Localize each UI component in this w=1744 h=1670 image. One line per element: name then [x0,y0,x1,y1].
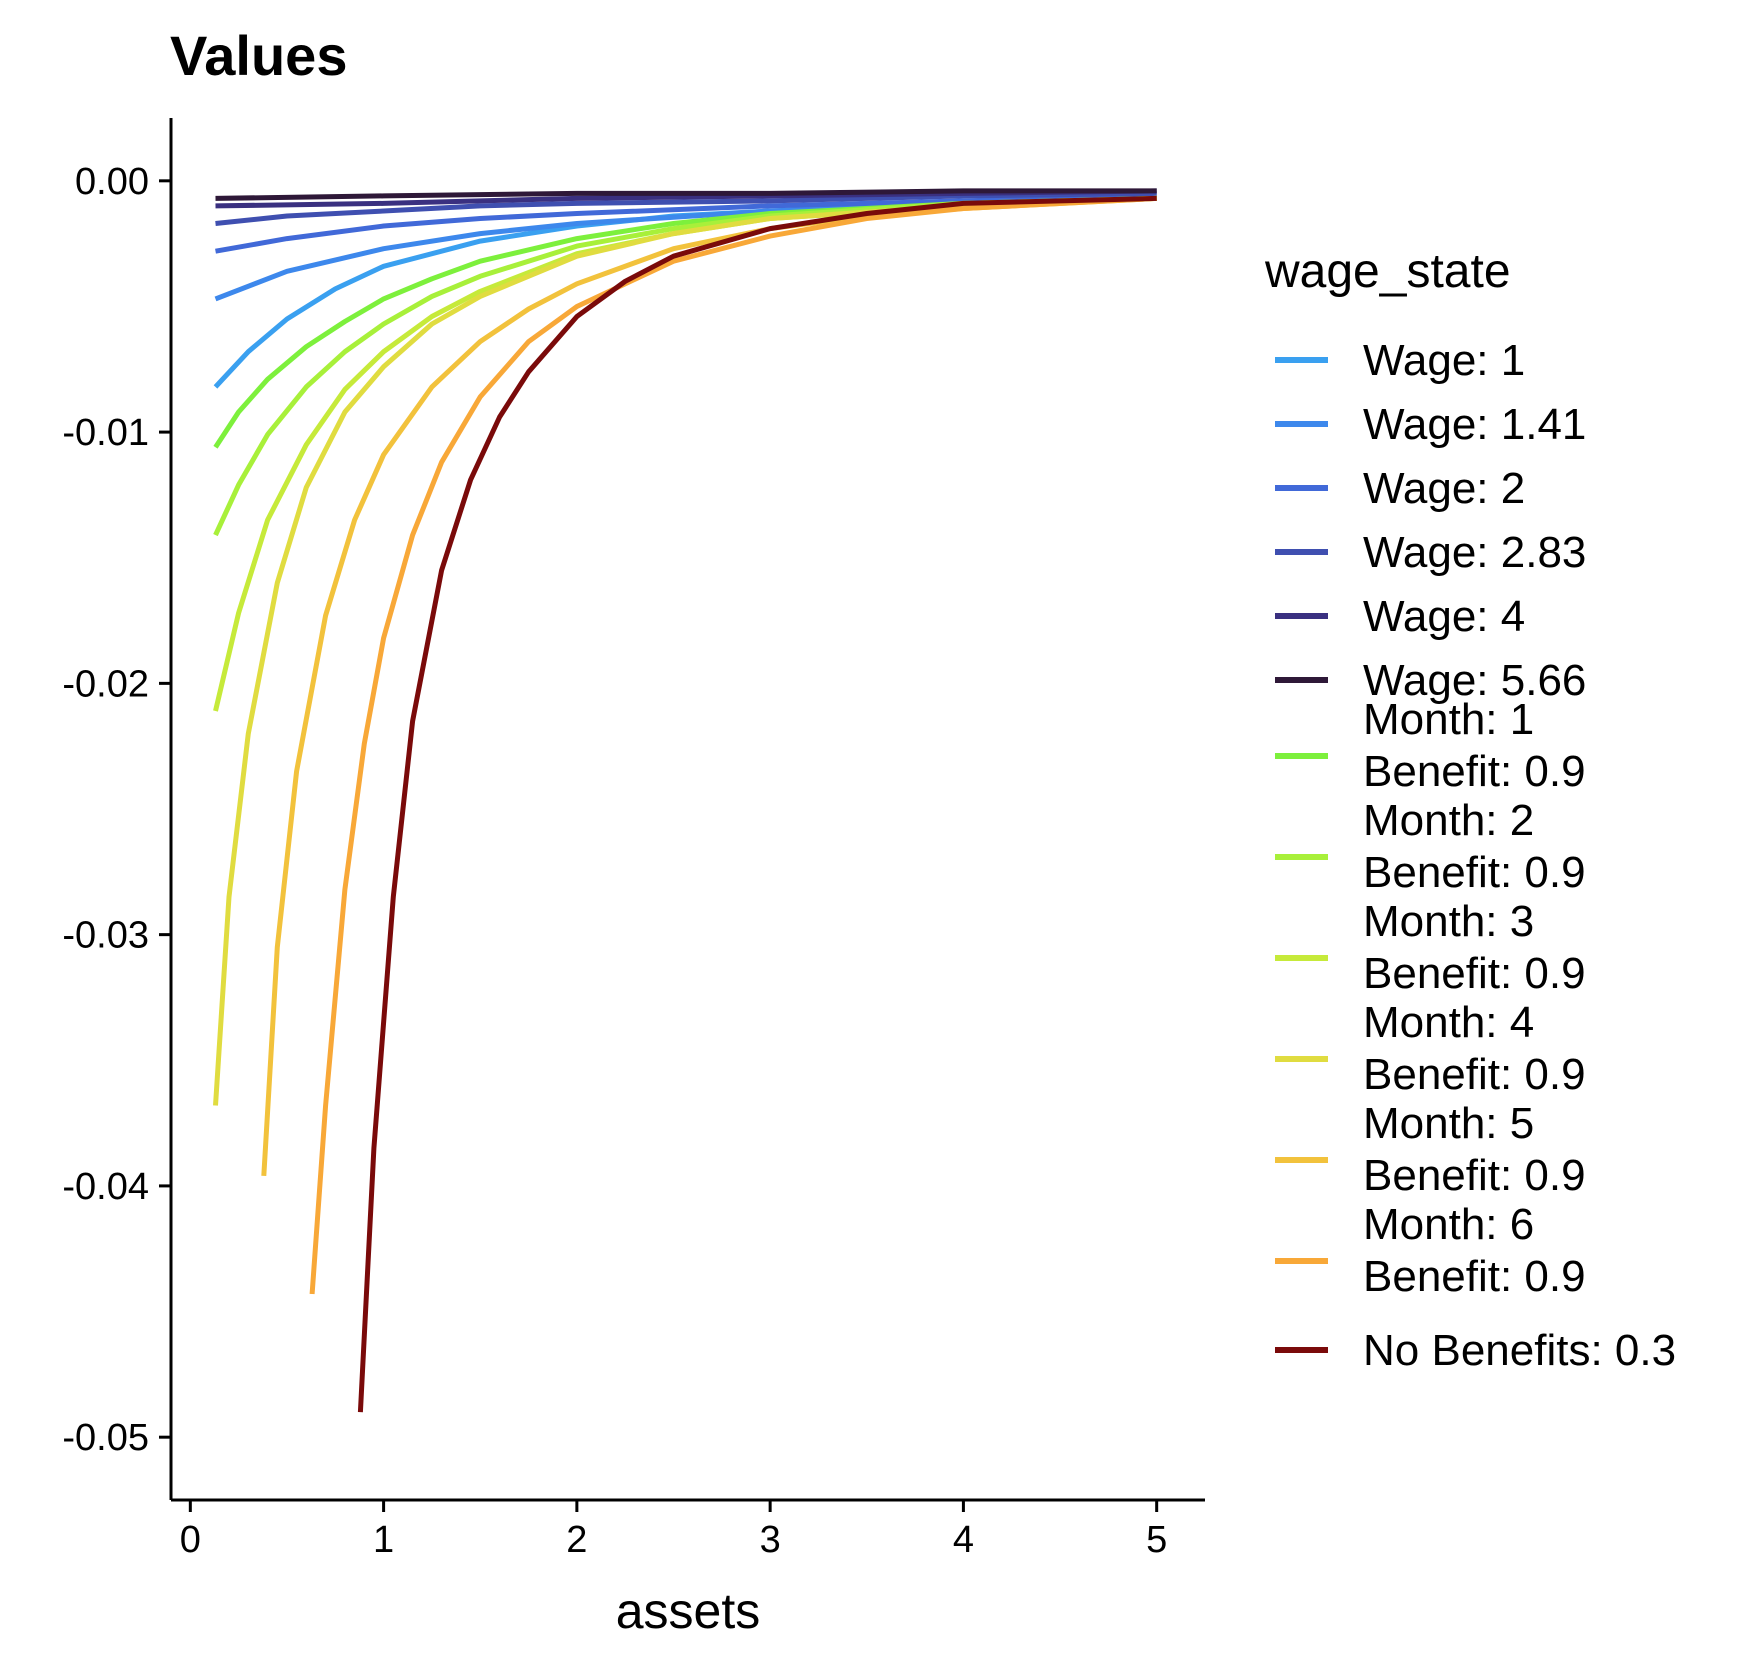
legend-item-label: Wage: 5.66 [1363,656,1586,705]
series-line-7 [213,195,1157,537]
legend-item-9: Month: 4 Benefit: 0.9 [1275,998,1586,1099]
legend-item-2: Wage: 2 [1275,464,1525,513]
legend-item-4: Wage: 4 [1275,592,1525,641]
legend-item-5: Wage: 5.66 [1275,656,1586,705]
series-line-6 [213,195,1157,449]
x-tick-label: 0 [180,1519,201,1561]
legend-item-label: Wage: 2 [1363,464,1525,513]
legend-item-label: No Benefits: 0.3 [1363,1326,1676,1375]
legend-item-label: Month: 6 Benefit: 0.9 [1363,1200,1586,1301]
legend-item-label: Month: 5 Benefit: 0.9 [1363,1099,1586,1200]
y-tick-label: -0.03 [62,915,149,957]
x-axis-title: assets [616,1583,761,1639]
series-line-2 [215,193,1157,254]
y-axis-ticks: 0.00 -0.01 -0.02 -0.03 -0.04 -0.05 [62,161,171,1459]
legend-item-11: Month: 6 Benefit: 0.9 [1275,1200,1586,1301]
legend-item-12: No Benefits: 0.3 [1275,1326,1676,1375]
legend-item-0: Wage: 1 [1275,336,1525,385]
series-line-11 [309,195,1157,1295]
y-tick-label: -0.04 [62,1166,149,1208]
legend-item-6: Month: 1 Benefit: 0.9 [1275,695,1586,796]
series-line-10 [261,195,1157,1177]
legend-item-label: Wage: 1 [1363,336,1525,385]
legend-item-1: Wage: 1.41 [1275,400,1586,449]
legend-item-10: Month: 5 Benefit: 0.9 [1275,1099,1586,1200]
legend-item-label: Wage: 4 [1363,592,1525,641]
y-tick-label: -0.01 [62,412,149,454]
chart-title: Values [170,24,347,87]
series-line-8 [213,195,1157,712]
legend-item-8: Month: 3 Benefit: 0.9 [1275,897,1586,998]
legend-item-label: Wage: 2.83 [1363,528,1586,577]
legend-item-label: Wage: 1.41 [1363,400,1586,449]
series-line-3 [215,190,1157,226]
x-tick-label: 3 [760,1519,781,1561]
y-tick-label: -0.02 [62,663,149,705]
y-tick-label: 0.00 [75,161,149,203]
series-line-12 [357,195,1157,1413]
legend-item-3: Wage: 2.83 [1275,528,1586,577]
legend-item-label: Month: 2 Benefit: 0.9 [1363,796,1586,897]
x-axis-ticks: 0 1 2 3 4 5 [180,1500,1167,1561]
series-line-9 [213,195,1157,1106]
legend-item-label: Month: 4 Benefit: 0.9 [1363,998,1586,1099]
x-tick-label: 4 [953,1519,974,1561]
x-tick-label: 5 [1146,1519,1167,1561]
legend-item-label: Month: 3 Benefit: 0.9 [1363,897,1586,998]
x-tick-label: 2 [566,1519,587,1561]
legend-item-7: Month: 2 Benefit: 0.9 [1275,796,1586,897]
y-tick-label: -0.05 [62,1417,149,1459]
legend-title: wage_state [1264,245,1511,298]
legend-items: Wage: 1 Wage: 1.41 Wage: 2 Wage: 2.83 Wage: … [1275,336,1676,1375]
series-layer [213,188,1157,1413]
legend-item-label: Month: 1 Benefit: 0.9 [1363,695,1586,796]
x-tick-label: 1 [373,1519,394,1561]
series-line-5 [215,188,1157,201]
